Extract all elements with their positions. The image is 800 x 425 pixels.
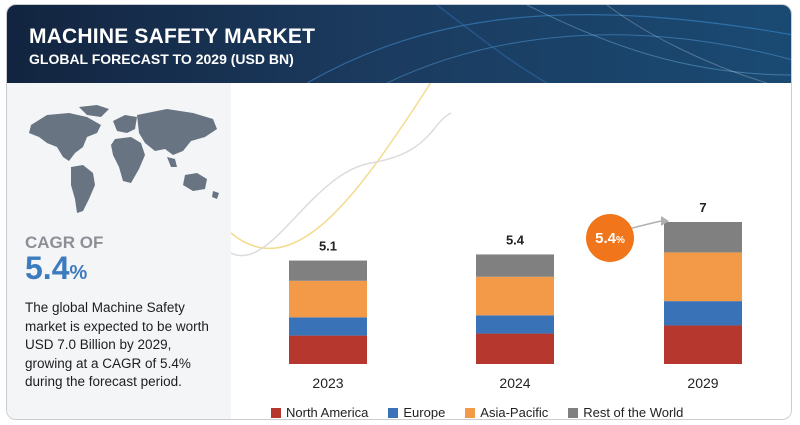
legend-item-asia-pacific: Asia-Pacific: [465, 405, 549, 420]
summary-panel: CAGR OF 5.4% The global Machine Safety m…: [7, 83, 231, 419]
x-tick-label-2029: 2029: [687, 375, 718, 391]
cagr-label: CAGR OF: [25, 233, 104, 252]
bar-segment-north-america-2023: [289, 335, 367, 364]
total-label-2023: 5.1: [319, 239, 337, 254]
bar-segment-asia-pacific-2029: [664, 252, 742, 302]
cagr-badge-label: 5.4%: [595, 230, 625, 247]
legend-swatch-asia-pacific: [465, 407, 476, 418]
bar-segment-asia-pacific-2023: [289, 280, 367, 318]
chart-panel: 5.1 2023 5.4 2024 7 2029 5.4% North America Eur…: [231, 83, 791, 420]
cagr-badge-unit: %: [616, 235, 625, 246]
legend-swatch-rest-of-the-world: [568, 407, 579, 418]
x-tick-label-2024: 2024: [499, 375, 530, 391]
chart-legend: North America Europe Asia-Pacific Rest of t…: [271, 405, 684, 420]
cagr-badge-value: 5.4: [595, 230, 617, 247]
world-map-icon: [29, 105, 219, 213]
bar-segment-europe-2024: [476, 315, 554, 334]
stacked-bar-chart: 5.1 2023 5.4 2024 7 2029 5.4%: [231, 83, 742, 391]
legend-label-asia-pacific: Asia-Pacific: [480, 405, 549, 420]
legend-item-rest-of-the-world: Rest of the World: [568, 405, 684, 420]
page-subtitle: GLOBAL FORECAST TO 2029 (USD BN): [29, 51, 294, 67]
legend-swatch-north-america: [271, 407, 281, 418]
bar-segment-europe-2023: [289, 317, 367, 336]
background-curves: [231, 83, 452, 257]
cagr-number: 5.4: [25, 250, 70, 286]
total-label-2024: 5.4: [506, 232, 525, 247]
bar-segment-asia-pacific-2024: [476, 276, 554, 316]
market-description: The global Machine Safety market is expe…: [25, 300, 209, 389]
cagr-value: 5.4%: [25, 250, 87, 287]
page-title: MACHINE SAFETY MARKET: [29, 25, 316, 48]
infographic-frame: MACHINE SAFETY MARKET GLOBAL FORECAST TO…: [6, 4, 792, 420]
total-label-2029: 7: [699, 200, 706, 215]
legend-item-europe: Europe: [388, 405, 446, 420]
growth-arrowhead-icon: [661, 216, 669, 226]
legend-label-north-america: North America: [286, 405, 369, 420]
cagr-badge: [586, 214, 634, 262]
cagr-unit: %: [69, 262, 88, 284]
bar-segment-europe-2029: [664, 301, 742, 326]
bar-segment-rest-of-the-world-2029: [664, 222, 742, 253]
legend-label-rest-of-the-world: Rest of the World: [583, 405, 684, 420]
legend-swatch-europe: [388, 407, 399, 418]
bar-segment-north-america-2029: [664, 325, 742, 364]
legend-label-europe: Europe: [403, 405, 446, 420]
bar-segment-rest-of-the-world-2024: [476, 254, 554, 277]
banner-light-streaks: [306, 5, 791, 83]
legend-item-north-america: North America: [271, 405, 369, 420]
bar-segment-north-america-2024: [476, 333, 554, 364]
bar-segment-rest-of-the-world-2023: [289, 260, 367, 281]
header-banner: MACHINE SAFETY MARKET GLOBAL FORECAST TO…: [7, 5, 791, 83]
x-tick-label-2023: 2023: [312, 375, 343, 391]
